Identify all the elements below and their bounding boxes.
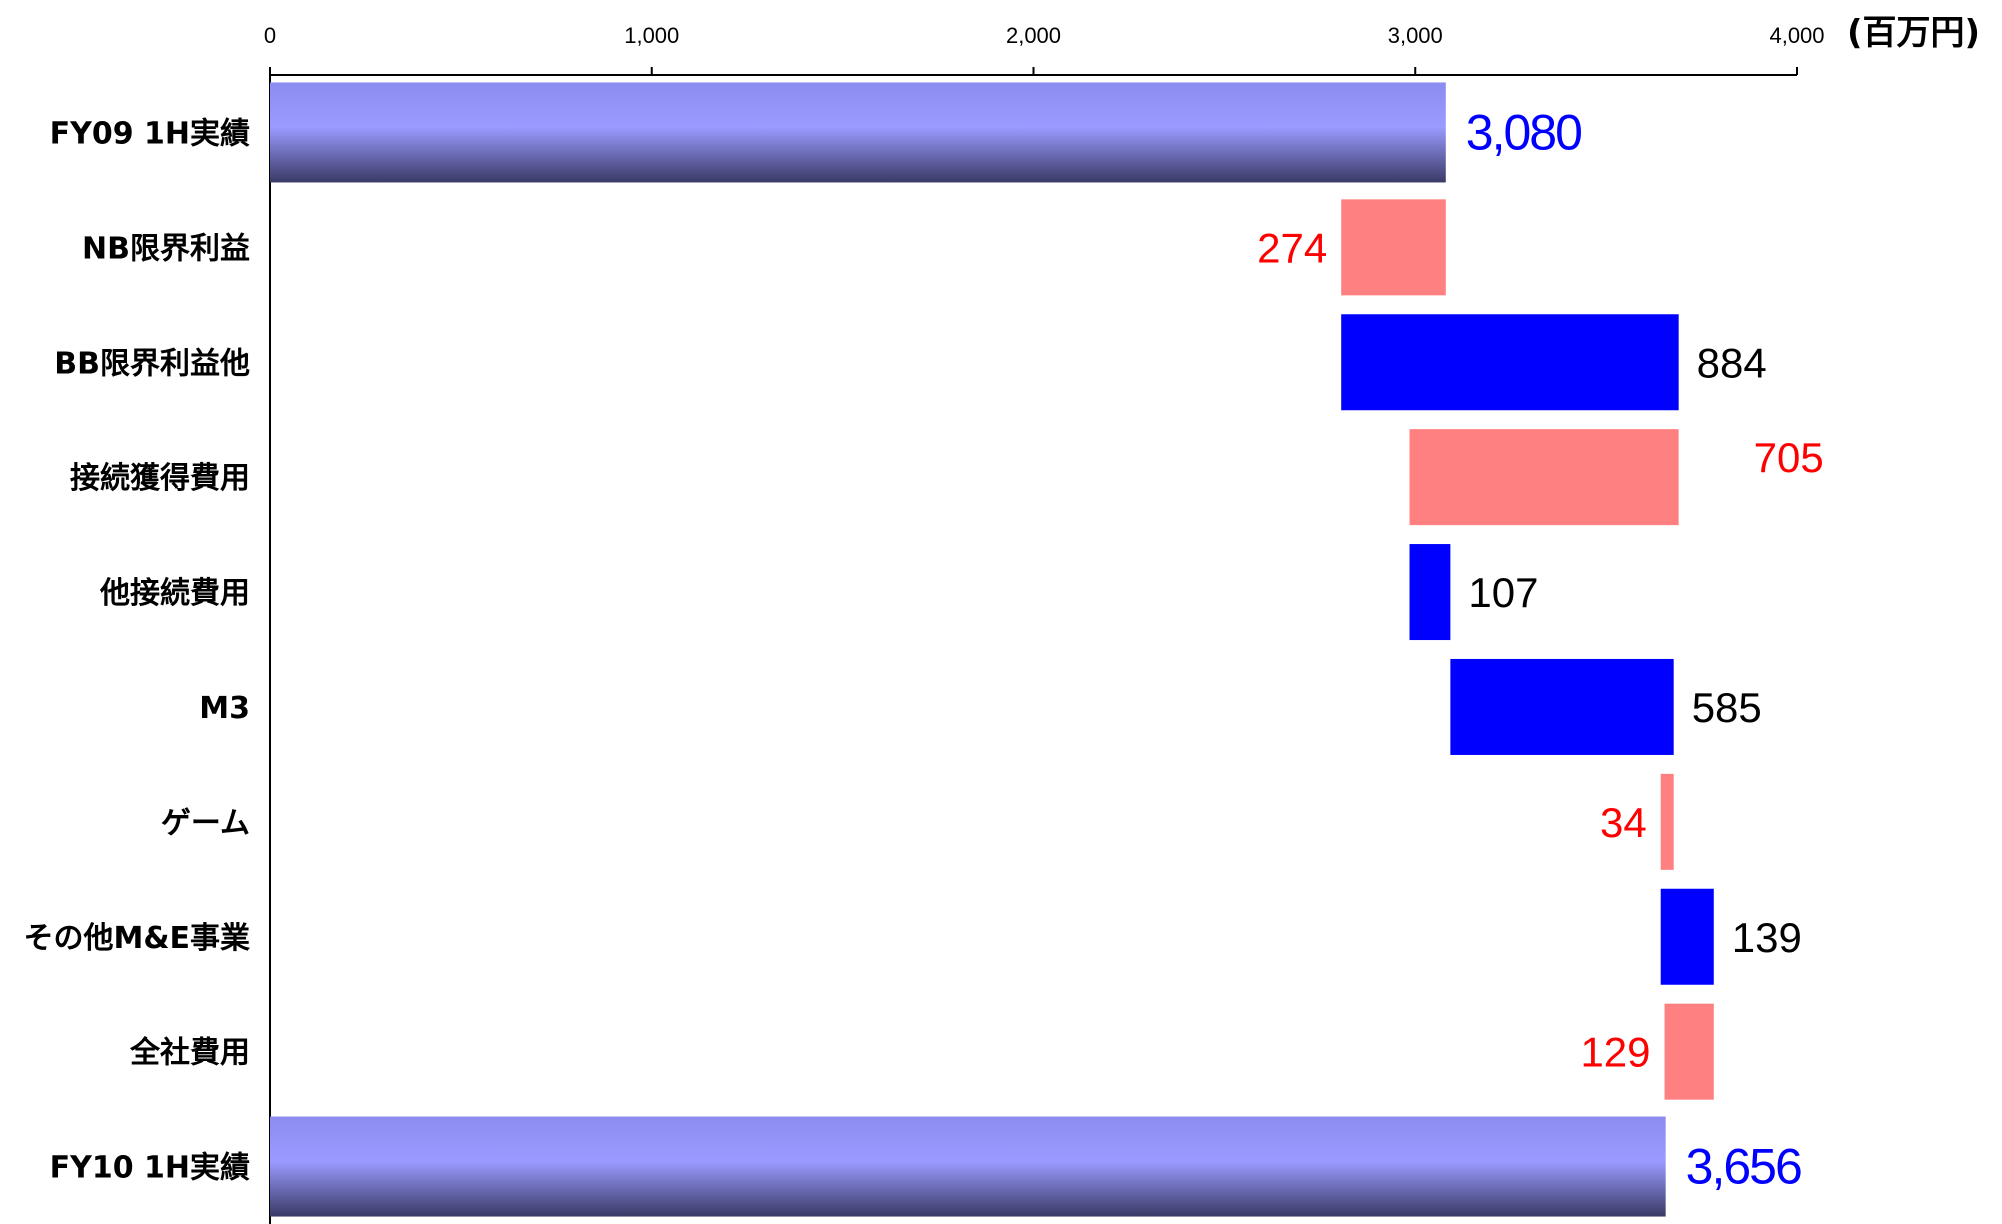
bar-increase xyxy=(1409,544,1451,641)
value-label: 705 xyxy=(1754,434,1824,481)
bars-group xyxy=(270,82,1714,1217)
category-label: 他接続費用 xyxy=(99,576,250,611)
value-label: 585 xyxy=(1692,684,1762,731)
category-label: FY10 1H実績 xyxy=(50,1151,250,1186)
x-tick-label: 1,000 xyxy=(624,23,679,48)
category-label: ゲーム xyxy=(161,806,250,841)
value-label: 3,080 xyxy=(1466,104,1581,160)
value-label: 3,656 xyxy=(1686,1139,1801,1195)
bar-decrease xyxy=(1660,773,1674,870)
value-label: 34 xyxy=(1600,799,1647,846)
x-tick-label: 3,000 xyxy=(1388,23,1443,48)
category-label: BB限界利益他 xyxy=(54,346,250,381)
x-tick-label: 2,000 xyxy=(1006,23,1061,48)
value-label: 274 xyxy=(1257,224,1327,271)
value-label: 107 xyxy=(1468,569,1538,616)
category-label: FY09 1H実績 xyxy=(50,116,250,151)
value-label: 139 xyxy=(1732,914,1802,961)
category-label: NB限界利益 xyxy=(82,231,250,266)
bar-increase xyxy=(1450,658,1674,755)
x-tick-label: 4,000 xyxy=(1769,23,1824,48)
bar-decrease xyxy=(1409,429,1679,526)
bar-total xyxy=(270,1116,1666,1217)
value-label: 884 xyxy=(1697,339,1767,386)
category-label: M3 xyxy=(199,691,250,726)
unit-label: (百万円) xyxy=(1847,13,1980,53)
value-labels: 3,080 274 884 705 107 585 34 139 129 3,656 xyxy=(1257,104,1824,1194)
x-axis: (百万円) 0 1,000 2,000 3,000 4,000 xyxy=(264,13,1980,1224)
bar-decrease xyxy=(1341,199,1446,296)
category-label: 接続獲得費用 xyxy=(70,461,250,496)
bar-increase xyxy=(1660,888,1714,985)
bar-decrease xyxy=(1664,1003,1714,1100)
category-label: その他M&E事業 xyxy=(23,921,250,956)
category-label: 全社費用 xyxy=(129,1036,250,1071)
bar-increase xyxy=(1341,314,1679,411)
bar-total xyxy=(270,82,1446,183)
value-label: 129 xyxy=(1580,1029,1650,1076)
x-tick-label: 0 xyxy=(264,23,276,48)
